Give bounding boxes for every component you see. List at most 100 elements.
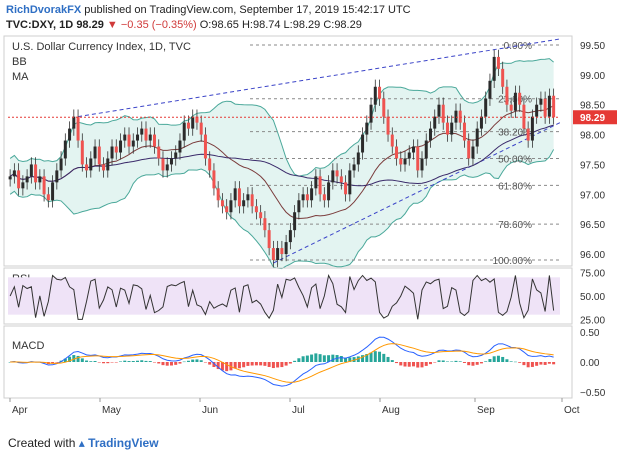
candle-body <box>63 140 67 159</box>
macd-histogram-bar <box>522 362 526 366</box>
macd-histogram-bar <box>216 362 220 370</box>
macd-histogram-bar <box>157 362 161 364</box>
candle-body <box>68 128 72 141</box>
macd-histogram-bar <box>445 361 449 362</box>
macd-histogram-bar <box>369 352 373 362</box>
candle-body <box>276 248 280 261</box>
rsi-axis: 75.00 50.00 25.00 <box>580 269 605 327</box>
macd-histogram-bar <box>271 362 275 369</box>
candle-body <box>344 182 348 195</box>
chart-canvas[interactable]: U.S. Dollar Currency Index, 1D, TVC BB M… <box>0 32 624 442</box>
candle-body <box>97 146 101 165</box>
time-tick-label: Jun <box>202 405 218 416</box>
candle-body <box>85 164 89 171</box>
macd-histogram-bar <box>416 362 420 368</box>
candle-body <box>169 158 173 165</box>
last-price-line: 98.29 <box>8 110 617 125</box>
macd-histogram-bar <box>390 360 394 362</box>
macd-histogram-bar <box>344 357 348 362</box>
macd-histogram-bar <box>424 362 428 366</box>
macd-histogram-bar <box>55 362 59 363</box>
macd-pane[interactable] <box>3 325 573 399</box>
macd-histogram-bar <box>76 355 80 362</box>
candle-body <box>114 146 118 153</box>
macd-axis: 0.50 0.00 −0.50 <box>580 328 606 399</box>
candle-body <box>339 176 343 183</box>
ma-slow-line <box>9 124 554 187</box>
candle-body <box>310 188 314 201</box>
rsi-pane[interactable] <box>3 267 573 325</box>
candle-body <box>212 170 216 189</box>
macd-histogram-bar <box>458 361 462 362</box>
candle-body <box>157 146 161 159</box>
candle-body <box>518 92 522 105</box>
price-tick-label: 98.00 <box>580 131 605 142</box>
candle-body <box>178 140 182 153</box>
macd-histogram-bar <box>106 362 110 364</box>
fib-level-label: 100.00% <box>493 256 533 267</box>
price-pane[interactable] <box>3 35 573 267</box>
macd-histogram-bar <box>378 351 382 362</box>
candle-body <box>123 134 127 141</box>
macd-tick-label: 0.00 <box>580 358 600 369</box>
publish-line: RichDvorakFX published on TradingView.co… <box>6 4 411 16</box>
last-price-tag: 98.29 <box>580 113 605 124</box>
candle-body <box>526 128 530 141</box>
candle-body <box>492 56 496 81</box>
author-link[interactable]: RichDvorakFX <box>6 4 82 16</box>
candle-body <box>271 248 275 261</box>
candle-body <box>412 146 416 153</box>
candle-body <box>475 128 479 147</box>
candle-body <box>250 194 254 207</box>
time-axis: Apr May Jun Jul Aug Sep Oct <box>9 398 580 416</box>
candle-body <box>395 146 399 159</box>
macd-histogram-bar <box>365 354 369 362</box>
macd-histogram-bar <box>246 362 250 366</box>
candle-body <box>445 122 449 135</box>
candle-body <box>144 128 148 141</box>
candle-body <box>382 98 386 117</box>
macd-histogram-bar <box>186 360 190 362</box>
candle-body <box>297 200 301 213</box>
candle-body <box>530 116 534 141</box>
candle-body <box>263 218 267 231</box>
change-value: ▼ −0.35 (−0.35%) <box>106 19 197 31</box>
macd-histogram-bar <box>412 362 416 367</box>
macd-histogram-bar <box>97 362 101 363</box>
macd-histogram-bar <box>322 355 326 362</box>
candle-body <box>424 140 428 159</box>
candle-body <box>148 134 152 141</box>
candle-body <box>335 170 339 177</box>
macd-histogram-bar <box>267 362 271 367</box>
candle-body <box>8 176 12 180</box>
trendlines <box>77 38 561 264</box>
time-tick-label: Apr <box>12 405 28 416</box>
price-tick-label: 97.00 <box>580 190 605 201</box>
tradingview-brand[interactable]: TradingView <box>88 436 159 450</box>
candle-body <box>539 98 543 105</box>
candle-body <box>89 158 93 171</box>
candle-body <box>76 116 80 141</box>
macd-histogram-bar <box>250 362 254 366</box>
price-pane-title: U.S. Dollar Currency Index, 1D, TVC <box>12 41 191 53</box>
candle-body <box>513 92 517 111</box>
macd-histogram-bar <box>212 362 216 368</box>
rsi-tick-label: 75.00 <box>580 269 605 280</box>
macd-histogram-bar <box>68 356 72 362</box>
macd-histogram-bar <box>361 355 365 362</box>
candle-body <box>80 140 84 165</box>
ohlc-close: C:98.29 <box>323 19 362 31</box>
candle-body <box>21 182 25 189</box>
candle-body <box>284 242 288 255</box>
macd-histogram-bar <box>496 355 500 362</box>
macd-histogram-bar <box>420 362 424 368</box>
quote-line: TVC:DXY, 1D 98.29 ▼ −0.35 (−0.35%) O:98.… <box>6 19 362 31</box>
macd-histogram-bar <box>8 362 12 363</box>
candle-body <box>186 122 190 129</box>
macd-histogram-bar <box>85 360 89 362</box>
macd-histogram-bar <box>530 362 534 367</box>
candle-body <box>441 104 445 123</box>
macd-histogram-bar <box>220 362 224 371</box>
candle-body <box>93 146 97 159</box>
macd-histogram-bar <box>305 355 309 362</box>
